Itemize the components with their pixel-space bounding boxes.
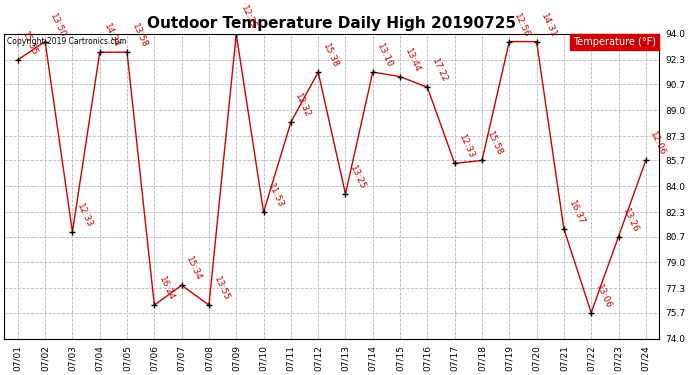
Text: 15:58: 15:58 — [485, 130, 504, 158]
Text: 15:34: 15:34 — [184, 255, 204, 282]
Text: 14:31: 14:31 — [540, 12, 558, 39]
Text: 13:10: 13:10 — [375, 42, 395, 69]
Text: 12:25: 12:25 — [239, 4, 258, 31]
Text: 16:24: 16:24 — [157, 275, 176, 302]
Text: 16:37: 16:37 — [566, 199, 586, 226]
Text: 13:26: 13:26 — [621, 207, 640, 234]
Text: 13:55: 13:55 — [212, 275, 231, 302]
Text: 12:06: 12:06 — [649, 130, 668, 158]
Text: 17:22: 17:22 — [430, 57, 449, 84]
Text: 13:44: 13:44 — [403, 47, 422, 74]
Text: 15:55: 15:55 — [21, 30, 40, 57]
Text: 13:50: 13:50 — [48, 12, 67, 39]
Text: 11:53: 11:53 — [266, 182, 286, 209]
Text: 12:33: 12:33 — [75, 202, 95, 229]
Text: 13:06: 13:06 — [594, 283, 613, 310]
Text: Temperature (°F): Temperature (°F) — [573, 37, 656, 47]
Text: 12:56: 12:56 — [512, 12, 531, 39]
Text: 15:38: 15:38 — [321, 42, 340, 69]
Text: Copyright 2019 Cartronics.com: Copyright 2019 Cartronics.com — [8, 37, 127, 46]
Text: 12:33: 12:33 — [457, 134, 477, 160]
Text: 13:25: 13:25 — [348, 164, 367, 191]
Text: 13:58: 13:58 — [130, 22, 149, 50]
Text: 14:34: 14:34 — [103, 22, 121, 50]
Text: 12:32: 12:32 — [294, 93, 313, 120]
Title: Outdoor Temperature Daily High 20190725: Outdoor Temperature Daily High 20190725 — [147, 16, 516, 32]
